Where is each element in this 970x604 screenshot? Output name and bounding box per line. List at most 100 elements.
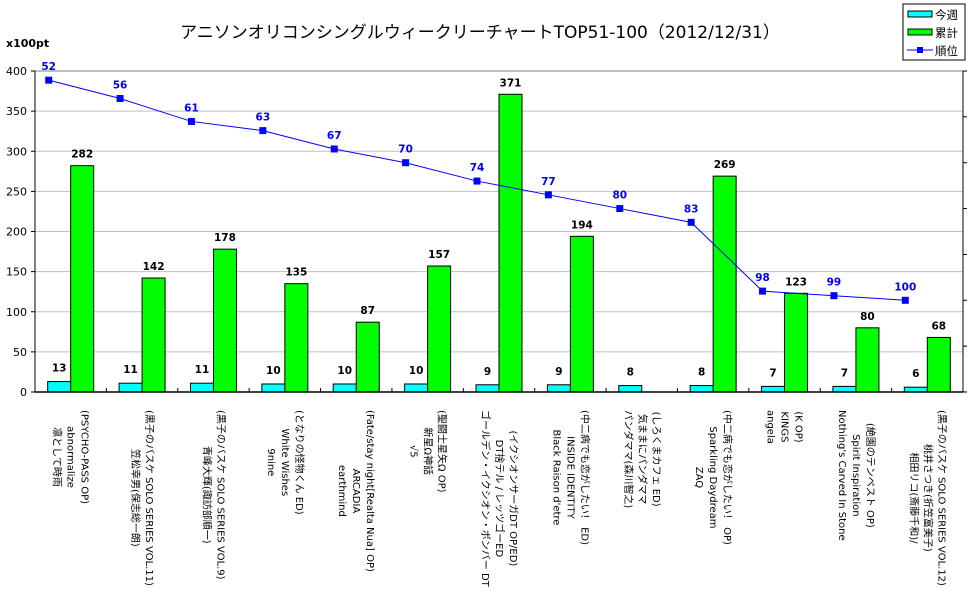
data-label-cumulative: 178: [214, 232, 236, 244]
rank-marker: [616, 205, 624, 213]
data-label-rank: 61: [184, 102, 199, 114]
data-label-rank: 63: [256, 112, 271, 124]
bar-cumulative: [355, 321, 380, 393]
rank-marker: [187, 117, 195, 125]
category-label-line: ARCADIA: [350, 469, 361, 514]
y-tick-label: 100: [6, 306, 27, 319]
data-label-this-week: 10: [409, 365, 424, 377]
y-tick-label: 300: [6, 145, 27, 158]
rank-line: [48, 79, 906, 301]
data-label-cumulative: 282: [71, 149, 93, 161]
y-tick-label: 50: [13, 346, 27, 359]
bar-this-week: [189, 382, 214, 393]
bar-cumulative: [498, 93, 523, 393]
bar-cumulative: [784, 292, 809, 393]
category-label-line: 気ままにパンダママ: [636, 414, 649, 505]
data-label-rank: 67: [327, 130, 342, 142]
category-label: Nothing's Carved In Stone Spirit Inspirat…: [836, 410, 877, 541]
data-label-this-week: 10: [337, 365, 352, 377]
data-label-this-week: 9: [484, 366, 491, 378]
rank-marker: [901, 296, 909, 304]
data-label-this-week: 8: [627, 367, 634, 379]
rank-marker: [259, 127, 267, 135]
data-label-this-week: 7: [841, 367, 848, 379]
category-label-line: 桃井さつき(折笠富美子): [921, 444, 934, 552]
legend: 今週 累計 順位: [902, 3, 966, 61]
bar-this-week: [404, 383, 429, 393]
bar-this-week: [618, 385, 643, 393]
legend-swatch-cumulative: [907, 28, 933, 36]
category-label-line: 青峰大輝(諏訪部順一): [200, 446, 213, 544]
bar-cumulative: [855, 327, 880, 393]
category-label-line: 笠松幸男(保志総一朗): [129, 449, 142, 547]
y-tick-label: 400: [6, 65, 27, 78]
bar-cumulative: [926, 336, 951, 393]
rank-marker: [330, 145, 338, 153]
category-label-line: White Wishes: [279, 429, 290, 497]
axes: [34, 71, 964, 393]
bar-cumulative: [70, 165, 95, 393]
category-label-line: (となりの怪物くん ED): [293, 410, 306, 515]
legend-label-this-week: 今週: [935, 8, 958, 22]
data-label-this-week: 11: [123, 364, 138, 376]
category-label-line: ZAQ: [693, 467, 704, 489]
legend-label-rank: 順位: [935, 44, 958, 58]
category-label-line: (黒子のバスケ SOLO SERIES VOL.11): [143, 410, 155, 586]
category-label: angela KINGS (K OP): [765, 410, 804, 444]
data-label-rank: 83: [684, 203, 699, 215]
category-label-line: (中二病でも恋がしたい！ ED): [578, 410, 591, 545]
category-label-line: 凛として時雨: [51, 427, 64, 487]
category-label: ZAQ Sparkling Daydream (中二病でも恋がしたい！ OP): [693, 410, 734, 545]
rank-marker: [45, 76, 53, 84]
data-label-rank: 77: [541, 176, 556, 188]
category-label: パンダママ(森川智之) 気ままにパンダママ (しろくまカフェ ED): [622, 410, 662, 508]
data-label-this-week: 9: [555, 366, 562, 378]
category-label: 青峰大輝(諏訪部順一) (黒子のバスケ SOLO SERIES VOL.9): [200, 410, 226, 580]
data-label-rank: 99: [827, 277, 842, 289]
rank-marker: [544, 191, 552, 199]
data-label-cumulative: 123: [785, 276, 807, 288]
data-label-cumulative: 157: [428, 249, 450, 261]
rank-marker: [759, 287, 767, 295]
category-label-line: Spirit Inspiration: [850, 434, 861, 516]
category-label-line: ゴールデン・イクシオン・ボンバー DT: [479, 410, 492, 588]
data-label-this-week: 7: [769, 367, 776, 379]
legend-label-cumulative: 累計: [935, 26, 958, 40]
data-label-cumulative: 269: [714, 159, 736, 171]
data-label-cumulative: 371: [500, 77, 522, 89]
bars: 13 282 11 142 11 178 10 135 10 87 10 157 9 371 9 194 8 8 2…: [47, 77, 951, 393]
category-label-line: DT捨テル / レッツゴーED: [493, 440, 506, 558]
bar-this-week: [761, 385, 786, 393]
category-label-line: (しろくまカフェ ED): [650, 412, 662, 507]
bar-this-week: [546, 384, 571, 393]
bar-this-week: [118, 382, 143, 393]
legend-swatch-this-week: [907, 10, 933, 18]
chart-title: アニソンオリコンシングルウィークリーチャートTOP51-100（2012/12/…: [180, 23, 780, 43]
category-label-line: (Fate/stay night[Realta Nua] OP): [364, 410, 375, 572]
data-label-cumulative: 68: [931, 320, 946, 332]
category-label-line: Sparkling Daydream: [707, 426, 718, 528]
category-label-line: √5: [408, 445, 419, 458]
y-axis-unit-label: x100pt: [6, 37, 49, 50]
rank-marker: [687, 218, 695, 226]
data-label-this-week: 6: [912, 368, 919, 380]
bar-cumulative: [712, 175, 737, 393]
data-label-cumulative: 87: [360, 305, 375, 317]
bar-this-week: [475, 384, 500, 393]
category-label-line: (絶園のテンペスト OP): [864, 423, 877, 528]
category-label-line: abnormalize: [65, 426, 76, 488]
category-label-line: (黒子のバスケ SOLO SERIES VOL.9): [214, 410, 226, 580]
legend-marker-rank: [917, 47, 923, 53]
category-label: 9nine White Wishes (となりの怪物くん ED): [265, 410, 306, 515]
category-label-line: (聖闘士星矢Ω OP): [436, 410, 449, 493]
category-label: earthmind ARCADIA (Fate/stay night[Realta …: [336, 410, 375, 572]
category-labels: 凛として時雨 abnormalize (PSYCHO-PASS OP) 笠松幸男(保志…: [51, 410, 948, 588]
secondary-y-axis-ticks: [963, 70, 967, 393]
data-label-cumulative: 142: [143, 261, 165, 273]
bar-cumulative: [141, 277, 166, 393]
data-label-rank: 80: [612, 190, 627, 202]
bar-this-week: [47, 381, 72, 393]
category-label-line: INSIDE IDENTITY: [564, 436, 575, 520]
data-label-cumulative: 80: [860, 311, 875, 323]
